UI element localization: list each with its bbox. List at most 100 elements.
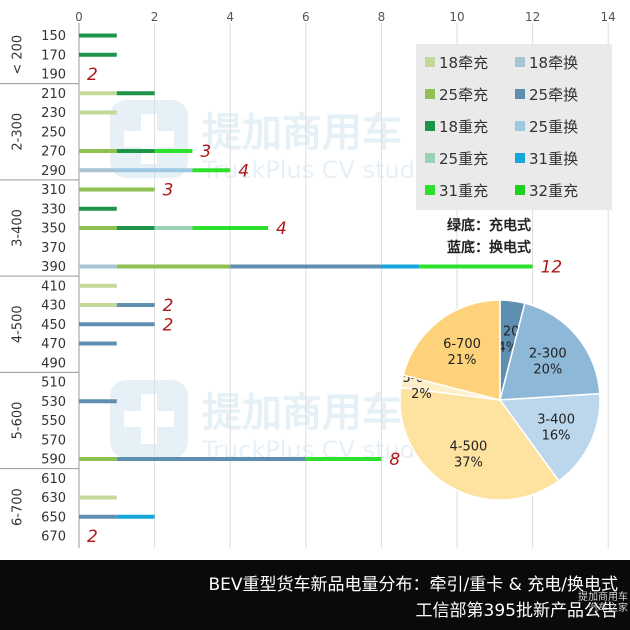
legend-swatch xyxy=(515,153,525,163)
legend-swatch xyxy=(515,57,525,67)
bar-total-label: 4 xyxy=(238,161,249,181)
bar-total-label: 2 xyxy=(163,296,174,316)
legend: 18牵充 18牵换 25牵充 25牵换 18重充 25重换 25重充 31重换 31重充 32重充 xyxy=(416,44,612,210)
x-tick-label: 6 xyxy=(302,10,310,24)
legend-label: 18重充 xyxy=(439,118,488,136)
legend-label: 25牵充 xyxy=(439,86,488,104)
bar-segment xyxy=(79,303,117,307)
bar-total-label: 12 xyxy=(541,258,563,278)
legend-label: 25重换 xyxy=(529,118,578,136)
watermark-logo-box xyxy=(110,380,188,458)
bar-segment xyxy=(79,52,117,57)
y-category-label: 510 xyxy=(41,376,66,391)
pie-slice-percent: 37% xyxy=(454,455,483,470)
bar-segment xyxy=(154,226,193,230)
y-category-label: 290 xyxy=(41,164,66,179)
legend-swatch xyxy=(515,89,525,99)
pie-slice-percent: 16% xyxy=(542,428,571,443)
pie-slice-percent: 21% xyxy=(448,353,477,368)
corner-watermark-line1: 提加商用车 xyxy=(578,592,628,603)
pie-slice-percent: 2% xyxy=(411,387,432,402)
legend-label: 25重充 xyxy=(439,150,488,168)
x-tick-label: 14 xyxy=(601,10,616,24)
legend-box xyxy=(416,44,612,210)
x-axis-ticks: 0 2 4 6 8 10 12 14 xyxy=(75,10,616,24)
watermark-logo-cross-h xyxy=(124,411,174,427)
bar-segment xyxy=(154,149,193,153)
bar-segment xyxy=(116,303,155,307)
legend-swatch xyxy=(425,89,435,99)
bar-segment xyxy=(116,457,306,461)
bar-segment xyxy=(381,264,420,269)
legend-label: 31重充 xyxy=(439,182,488,200)
bar-segment xyxy=(79,33,117,38)
bar-segment xyxy=(79,322,155,327)
legend-swatch xyxy=(425,153,435,163)
bar-segment xyxy=(79,149,117,153)
watermark-logo-cross-h xyxy=(124,131,174,147)
footer-subtitle: 工信部第395批新产品公告 xyxy=(415,601,618,621)
y-category-label: 470 xyxy=(41,337,66,352)
bar-segment xyxy=(116,226,155,230)
bar-segment xyxy=(192,226,268,230)
x-tick-label: 12 xyxy=(525,10,540,24)
legend-note-swap: 蓝底：换电式 xyxy=(447,239,531,256)
watermark-logo-box xyxy=(110,100,188,178)
y-category-label: 150 xyxy=(41,29,66,44)
legend-label: 25牵换 xyxy=(529,86,578,104)
bar-total-label: 8 xyxy=(389,450,400,470)
y-group-label: 4-500 xyxy=(11,305,26,343)
bar-segment xyxy=(116,91,155,96)
legend-note-charge: 绿底：充电式 xyxy=(447,217,531,234)
y-group-label: 3-400 xyxy=(11,209,26,247)
bar-segment xyxy=(305,457,382,461)
pie-slice-label: 6-700 xyxy=(443,337,481,352)
y-category-label: 670 xyxy=(41,530,66,545)
y-axis-groups: < 200 2-300 3-400 4-500 5-600 6-700 xyxy=(0,35,79,526)
pie-slice xyxy=(498,392,601,482)
legend-swatch xyxy=(425,57,435,67)
y-category-label: 190 xyxy=(41,68,66,83)
watermark-brand-en: TruckPlus CV studio xyxy=(201,156,436,184)
y-axis-categories: 150 170 190 210 230 250 270 290 310 330 350 370 390 4… xyxy=(41,29,66,545)
legend-label: 18牵充 xyxy=(439,54,488,72)
pie-slice xyxy=(402,299,501,401)
pie-slice-label: 3-400 xyxy=(537,412,575,427)
x-tick-label: 0 xyxy=(75,10,83,24)
y-category-label: 530 xyxy=(41,395,66,410)
bar-segment xyxy=(419,264,533,269)
corner-watermark: 提加商用车 汽车之家 xyxy=(578,592,628,614)
y-category-label: 490 xyxy=(41,356,66,371)
y-group-label: 5-600 xyxy=(11,402,26,440)
watermark-brand-cn: 提加商用车 xyxy=(202,390,402,436)
bar-total-label: 2 xyxy=(87,65,98,85)
pie-slice xyxy=(399,386,560,501)
watermark-logo-cross-v xyxy=(141,394,157,444)
y-category-label: 630 xyxy=(41,491,66,506)
bar-total-label: 2 xyxy=(87,527,98,547)
bar-total-label: 2 xyxy=(163,315,174,335)
legend-label: 18牵换 xyxy=(529,54,578,72)
pie-slice-label: 4-500 xyxy=(450,439,488,454)
y-category-label: 450 xyxy=(41,318,66,333)
corner-watermark-line2: 汽车之家 xyxy=(588,603,628,614)
pie-chart: < 2004%2-30020%3-40016%4-50037%5-6002%6-… xyxy=(399,299,601,501)
y-category-label: 590 xyxy=(41,453,66,468)
y-category-label: 650 xyxy=(41,510,66,525)
bar-segment xyxy=(230,264,382,269)
footer-banner: BEV重型货车新品电量分布：牵引/重卡 & 充电/换电式 工信部第395批新产品… xyxy=(0,560,630,630)
bar-segment xyxy=(79,283,117,288)
pie-slice xyxy=(499,302,601,401)
bar-segment xyxy=(116,168,193,173)
y-category-label: 370 xyxy=(41,241,66,256)
bar-segment xyxy=(79,457,117,461)
y-category-label: 410 xyxy=(41,279,66,294)
y-category-label: 170 xyxy=(41,48,66,63)
bar-total-label: 3 xyxy=(163,181,174,201)
y-category-label: 250 xyxy=(41,125,66,140)
y-category-label: 390 xyxy=(41,260,66,275)
